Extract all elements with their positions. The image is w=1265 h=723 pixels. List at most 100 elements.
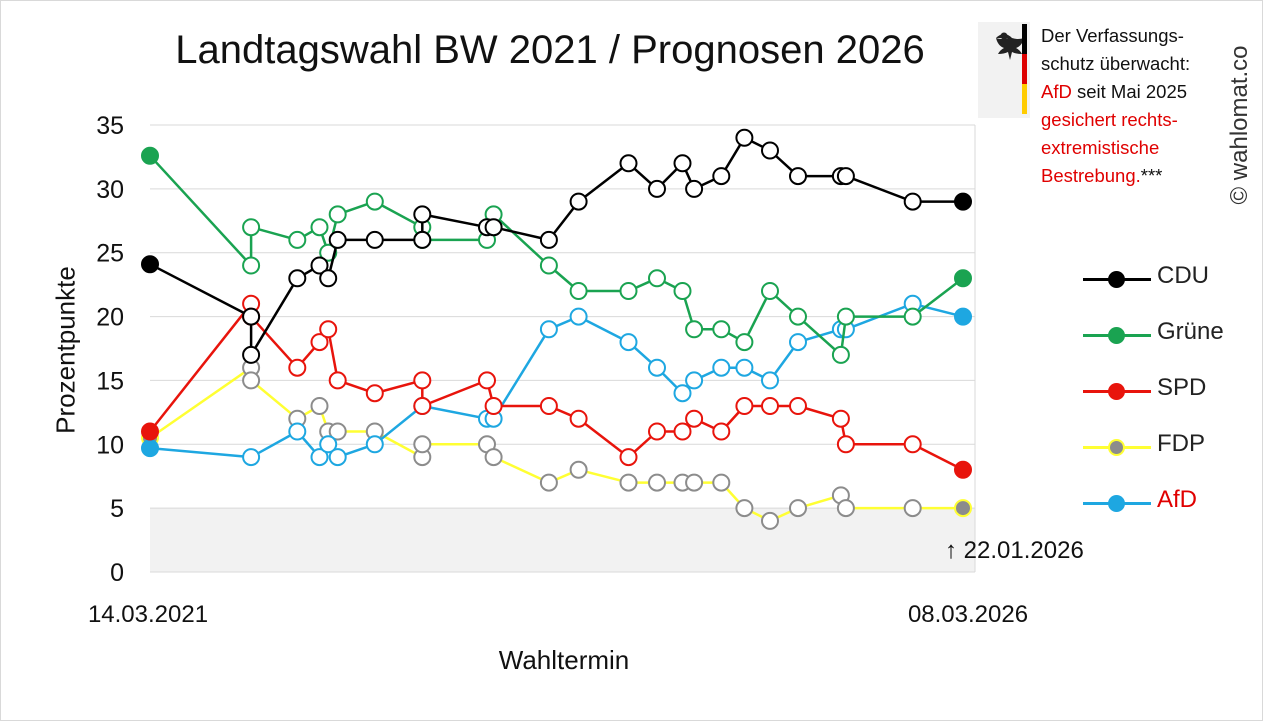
data-point bbox=[413, 205, 432, 224]
data-point bbox=[288, 358, 307, 377]
legend-marker-fdp bbox=[1108, 439, 1125, 456]
data-point bbox=[328, 422, 347, 441]
data-point bbox=[539, 256, 558, 275]
data-point bbox=[761, 282, 779, 300]
legend-label-cdu: CDU bbox=[1157, 262, 1209, 289]
series-layer bbox=[141, 128, 972, 530]
background-band bbox=[150, 508, 975, 572]
data-point bbox=[310, 397, 329, 415]
data-point bbox=[141, 422, 159, 441]
data-point bbox=[735, 333, 754, 352]
data-point bbox=[903, 499, 922, 518]
data-point bbox=[539, 397, 558, 415]
data-point bbox=[365, 230, 384, 249]
note-line-2: schutz überwacht: bbox=[1041, 53, 1191, 74]
data-point bbox=[836, 307, 855, 326]
x-axis-label: Wahltermin bbox=[498, 645, 630, 675]
data-point bbox=[761, 371, 779, 390]
y-tick-labels: 0 5 10 15 20 25 30 35 bbox=[96, 112, 124, 587]
y-tick-label: 15 bbox=[96, 367, 124, 395]
data-point bbox=[413, 230, 432, 249]
copyright-label: © wahlomat.co bbox=[1226, 45, 1253, 205]
series-fdp bbox=[141, 358, 972, 530]
data-point bbox=[954, 269, 972, 288]
data-point bbox=[288, 269, 307, 288]
chart-title: Landtagswahl BW 2021 / Prognosen 2026 bbox=[175, 28, 925, 72]
data-point bbox=[789, 397, 807, 415]
legend-item-cdu: CDU bbox=[1083, 262, 1258, 318]
data-point bbox=[735, 397, 754, 415]
note-line-1: Der Verfassungs- bbox=[1041, 25, 1184, 46]
data-point bbox=[619, 448, 638, 467]
note-afd: AfD bbox=[1041, 81, 1072, 102]
data-point bbox=[648, 422, 666, 441]
legend-item-spd: SPD bbox=[1083, 374, 1258, 430]
data-point bbox=[619, 282, 638, 300]
data-point bbox=[242, 448, 261, 467]
legend-marker-spd bbox=[1108, 383, 1125, 400]
data-point bbox=[954, 307, 972, 326]
data-point bbox=[789, 333, 807, 352]
legend-label-fdp: FDP bbox=[1157, 430, 1205, 457]
data-point bbox=[328, 448, 347, 467]
legend-label-afd: AfD bbox=[1157, 486, 1198, 513]
data-point bbox=[413, 435, 432, 454]
note-bestrebung: Bestrebung. bbox=[1041, 165, 1141, 186]
data-point bbox=[242, 371, 261, 390]
data-point bbox=[413, 397, 432, 415]
y-tick-label: 25 bbox=[96, 240, 124, 268]
data-point bbox=[484, 448, 503, 467]
data-point bbox=[836, 435, 855, 454]
note-line-4: gesichert rechts- bbox=[1041, 109, 1178, 130]
y-tick-label: 0 bbox=[110, 559, 124, 587]
data-point bbox=[539, 320, 558, 339]
data-point bbox=[903, 307, 922, 326]
data-point bbox=[141, 146, 159, 165]
data-point bbox=[685, 409, 704, 428]
grid-lines bbox=[150, 124, 976, 573]
note-line-5: extremistische bbox=[1041, 137, 1160, 158]
data-point bbox=[954, 499, 972, 518]
y-tick-label: 10 bbox=[96, 431, 124, 459]
note-line-6: Bestrebung.*** bbox=[1041, 162, 1221, 190]
data-point bbox=[735, 128, 754, 147]
data-point bbox=[242, 256, 261, 275]
data-point bbox=[141, 255, 159, 274]
data-point bbox=[619, 154, 638, 173]
data-point bbox=[685, 320, 704, 339]
note-line-3-rest: seit Mai 2025 bbox=[1071, 81, 1188, 102]
data-point bbox=[619, 333, 638, 352]
data-point bbox=[954, 460, 972, 479]
data-point bbox=[712, 320, 731, 339]
data-point bbox=[569, 409, 588, 428]
data-point bbox=[648, 473, 666, 492]
data-point bbox=[685, 179, 704, 198]
data-point bbox=[831, 345, 850, 364]
data-point bbox=[619, 473, 638, 492]
data-point bbox=[648, 269, 666, 288]
data-point bbox=[712, 473, 731, 492]
data-point bbox=[569, 460, 588, 479]
data-point bbox=[673, 422, 692, 441]
legend-label-gruene: Grüne bbox=[1157, 318, 1224, 345]
data-point bbox=[539, 230, 558, 249]
data-point bbox=[242, 307, 261, 326]
legend-item-fdp: FDP bbox=[1083, 430, 1258, 486]
data-point bbox=[365, 192, 384, 211]
data-point bbox=[365, 384, 384, 403]
data-point bbox=[685, 371, 704, 390]
data-point bbox=[310, 448, 329, 467]
data-point bbox=[712, 422, 731, 441]
data-point bbox=[735, 358, 754, 377]
data-point bbox=[484, 397, 503, 415]
data-point bbox=[569, 307, 588, 326]
data-point bbox=[242, 218, 261, 237]
x-end-label: 08.03.2026 bbox=[907, 601, 1029, 628]
data-point bbox=[365, 435, 384, 454]
series-cdu bbox=[141, 128, 972, 364]
legend-item-afd: AfD bbox=[1083, 486, 1258, 542]
y-tick-label: 20 bbox=[96, 304, 124, 332]
data-point bbox=[328, 371, 347, 390]
series-grüne bbox=[141, 146, 972, 364]
